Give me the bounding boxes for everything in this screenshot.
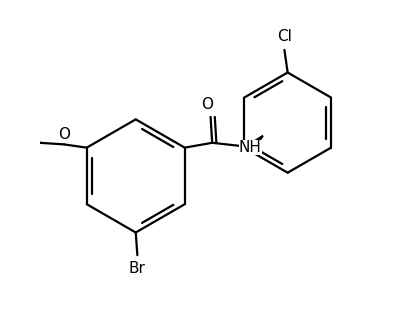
Text: Br: Br <box>129 260 146 275</box>
Text: O: O <box>58 126 70 141</box>
Text: NH: NH <box>239 140 262 155</box>
Text: O: O <box>201 96 213 111</box>
Text: Cl: Cl <box>277 29 292 44</box>
